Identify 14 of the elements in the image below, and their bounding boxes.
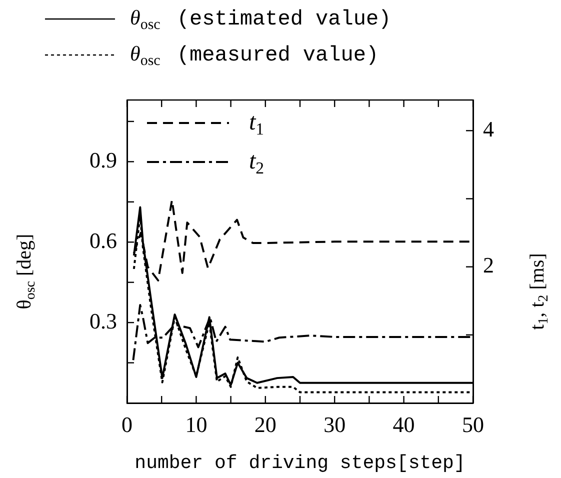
x-tick-label: 20	[254, 412, 276, 437]
y-axis-title: θosc [deg]	[13, 234, 39, 310]
x-tick-label: 30	[324, 412, 346, 437]
x-tick-label: 10	[185, 412, 208, 437]
x-tick-label: 40	[392, 412, 415, 437]
x-axis-title: number of driving steps[step]	[134, 452, 466, 474]
y2-tick-label: 2	[483, 252, 494, 278]
y2-axis-title: t1, t2 [ms]	[526, 253, 552, 330]
y-tick-label: 0.3	[90, 308, 117, 334]
y-tick-label: 0.6	[90, 228, 117, 253]
y2-tick-label: 4	[483, 116, 494, 142]
y-tick-label: 0.9	[90, 147, 117, 172]
x-tick-label: 50	[462, 412, 484, 437]
x-tick-label: 0	[122, 412, 132, 437]
